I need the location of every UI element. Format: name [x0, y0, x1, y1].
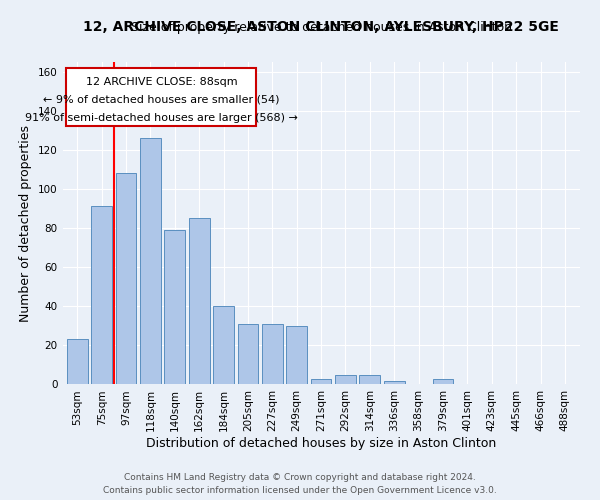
Bar	[262, 324, 283, 384]
Bar	[359, 374, 380, 384]
Text: 91% of semi-detached houses are larger (568) →: 91% of semi-detached houses are larger (…	[25, 112, 298, 122]
Title: Size of property relative to detached houses in Aston Clinton: Size of property relative to detached ho…	[131, 21, 512, 34]
Bar	[238, 324, 258, 384]
FancyBboxPatch shape	[66, 68, 256, 126]
X-axis label: Distribution of detached houses by size in Aston Clinton: Distribution of detached houses by size …	[146, 437, 496, 450]
Bar	[433, 378, 454, 384]
Bar	[116, 173, 136, 384]
Bar	[286, 326, 307, 384]
Bar	[213, 306, 234, 384]
Bar	[311, 378, 331, 384]
Text: 12, ARCHIVE CLOSE, ASTON CLINTON, AYLESBURY, HP22 5GE: 12, ARCHIVE CLOSE, ASTON CLINTON, AYLESB…	[83, 20, 559, 34]
Text: 12 ARCHIVE CLOSE: 88sqm: 12 ARCHIVE CLOSE: 88sqm	[86, 78, 237, 88]
Bar	[384, 380, 404, 384]
Y-axis label: Number of detached properties: Number of detached properties	[19, 124, 32, 322]
Text: ← 9% of detached houses are smaller (54): ← 9% of detached houses are smaller (54)	[43, 95, 280, 105]
Text: Contains HM Land Registry data © Crown copyright and database right 2024.
Contai: Contains HM Land Registry data © Crown c…	[103, 474, 497, 495]
Bar	[335, 374, 356, 384]
Bar	[91, 206, 112, 384]
Bar	[140, 138, 161, 384]
Bar	[189, 218, 209, 384]
Bar	[164, 230, 185, 384]
Bar	[67, 340, 88, 384]
